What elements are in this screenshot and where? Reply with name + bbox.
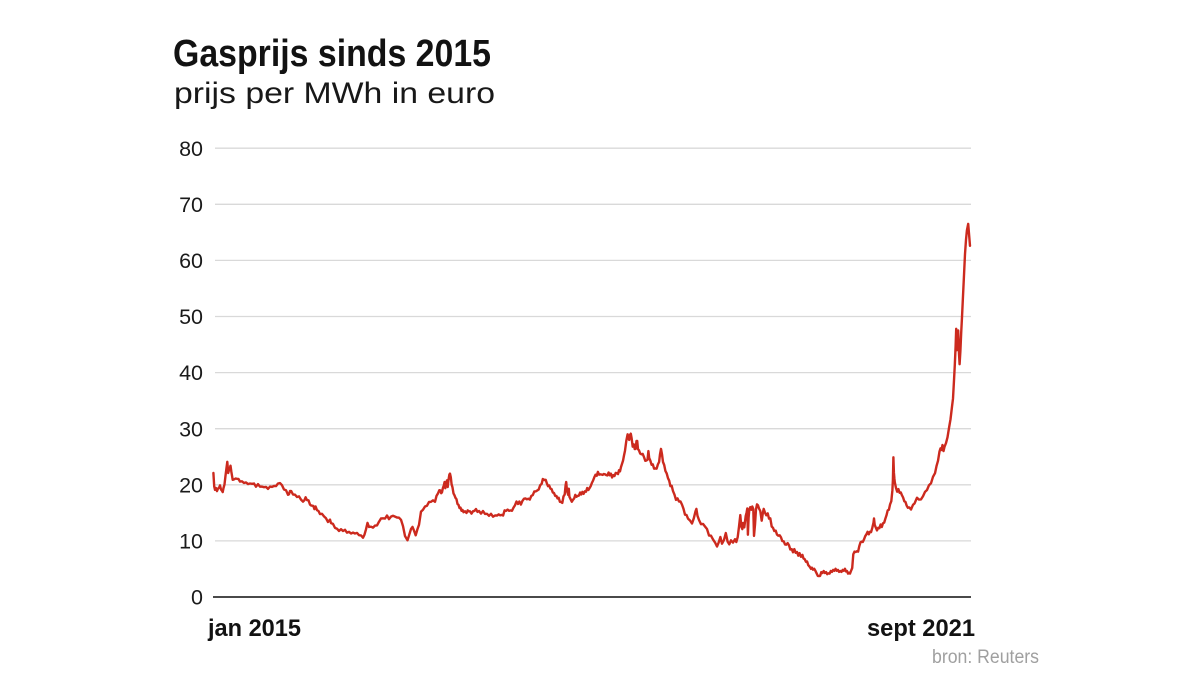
svg-text:50: 50 [179, 305, 203, 329]
svg-text:sept 2021: sept 2021 [867, 615, 975, 642]
svg-text:80: 80 [179, 137, 203, 161]
svg-text:30: 30 [179, 417, 203, 441]
svg-text:70: 70 [179, 193, 203, 217]
svg-text:0: 0 [191, 586, 203, 610]
svg-text:jan 2015: jan 2015 [207, 615, 301, 642]
svg-text:Gasprijs sinds 2015: Gasprijs sinds 2015 [173, 33, 491, 75]
svg-text:10: 10 [179, 530, 203, 554]
svg-text:40: 40 [179, 361, 203, 385]
svg-text:bron: Reuters: bron: Reuters [932, 646, 1039, 668]
svg-text:prijs per MWh in euro: prijs per MWh in euro [174, 77, 495, 110]
svg-text:20: 20 [179, 473, 203, 497]
svg-text:60: 60 [179, 249, 203, 273]
